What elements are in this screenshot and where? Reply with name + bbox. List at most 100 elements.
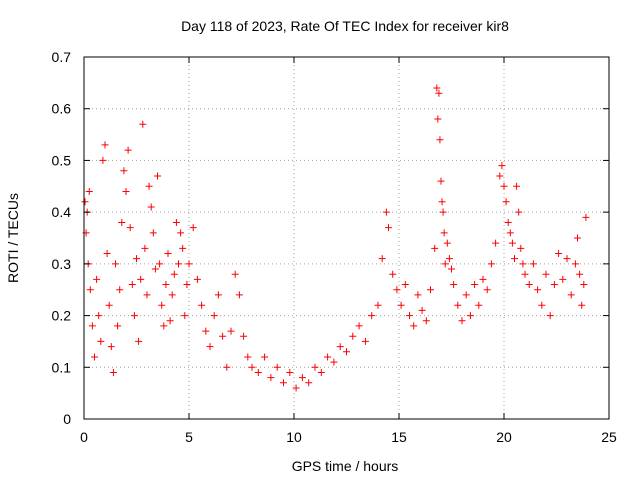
data-point: [427, 286, 434, 294]
data-point: [206, 343, 214, 351]
data-point: [248, 363, 256, 371]
data-point: [317, 368, 325, 376]
x-tick-label: 10: [286, 429, 302, 445]
data-point: [475, 301, 483, 309]
data-point: [506, 229, 514, 237]
data-point: [571, 260, 579, 268]
data-point: [145, 182, 153, 190]
data-point: [492, 239, 500, 247]
data-point: [580, 281, 588, 289]
x-tick-label: 5: [185, 429, 193, 445]
data-point: [88, 322, 96, 330]
data-point: [162, 281, 170, 289]
data-point: [582, 213, 590, 221]
plot-frame: [83, 56, 610, 420]
data-point: [93, 275, 101, 283]
y-tick-label: 0.6: [52, 101, 72, 117]
data-point: [91, 353, 98, 361]
data-point: [81, 198, 89, 206]
data-point: [576, 270, 584, 278]
data-point: [105, 301, 113, 309]
y-tick-label: 0.2: [52, 308, 72, 324]
data-point: [231, 270, 239, 278]
data-point: [374, 301, 382, 309]
data-point: [462, 291, 470, 299]
data-point: [529, 260, 537, 268]
data-point: [298, 374, 306, 382]
data-point: [135, 337, 143, 345]
data-point: [550, 281, 558, 289]
data-point: [193, 275, 201, 283]
x-axis-label: GPS time / hours: [292, 458, 399, 474]
data-point: [244, 353, 252, 361]
data-point: [118, 218, 126, 226]
data-point: [439, 208, 447, 216]
data-point: [438, 198, 446, 206]
data-point: [86, 286, 94, 294]
data-point: [500, 182, 508, 190]
data-point: [223, 363, 231, 371]
data-point: [164, 250, 172, 258]
x-tick-label: 25: [601, 429, 617, 445]
data-point: [555, 250, 563, 258]
data-point: [443, 239, 451, 247]
data-point: [559, 275, 567, 283]
data-point: [471, 281, 479, 289]
data-point: [349, 332, 357, 340]
data-point: [519, 260, 527, 268]
y-tick-label: 0.7: [52, 49, 72, 65]
grid-layer: [84, 57, 609, 419]
data-point: [126, 224, 134, 232]
data-point: [435, 89, 443, 97]
data-point: [116, 286, 124, 294]
data-point: [330, 358, 338, 366]
data-point: [181, 312, 189, 320]
data-point: [267, 374, 275, 382]
data-point: [458, 317, 466, 325]
data-point: [517, 244, 525, 252]
x-tick-label: 20: [496, 429, 512, 445]
data-point: [112, 260, 119, 268]
x-tick-label: 0: [80, 429, 88, 445]
data-point: [422, 317, 430, 325]
data-point: [563, 255, 571, 263]
data-point: [410, 322, 418, 330]
data-point: [177, 229, 185, 237]
data-point: [133, 255, 140, 263]
data-point: [542, 270, 550, 278]
data-point: [107, 343, 115, 351]
data-point: [292, 384, 300, 392]
data-point: [143, 291, 151, 299]
data-point: [101, 141, 109, 149]
data-point: [305, 379, 313, 387]
data-point: [483, 286, 491, 294]
data-point: [97, 337, 105, 345]
y-tick-label: 0.4: [52, 204, 72, 220]
data-point: [109, 368, 117, 376]
data-point: [149, 229, 157, 237]
data-point: [166, 317, 174, 325]
data-point: [466, 312, 474, 320]
data-point: [336, 343, 344, 351]
data-point: [273, 363, 281, 371]
data-point: [122, 187, 130, 195]
data-point: [183, 281, 191, 289]
data-point: [254, 368, 262, 376]
data-point: [99, 156, 107, 164]
data-point: [440, 229, 448, 237]
data-point: [168, 291, 176, 299]
data-point: [114, 322, 122, 330]
data-point: [414, 291, 422, 299]
data-point: [179, 244, 187, 252]
y-tick-label: 0.1: [52, 359, 72, 375]
data-point: [95, 312, 103, 320]
data-point: [401, 281, 409, 289]
data-point: [139, 120, 147, 128]
data-point: [445, 255, 453, 263]
data-point: [454, 301, 462, 309]
data-point: [534, 286, 542, 294]
data-point: [502, 198, 510, 206]
data-point: [189, 224, 197, 232]
data-point: [156, 260, 164, 268]
